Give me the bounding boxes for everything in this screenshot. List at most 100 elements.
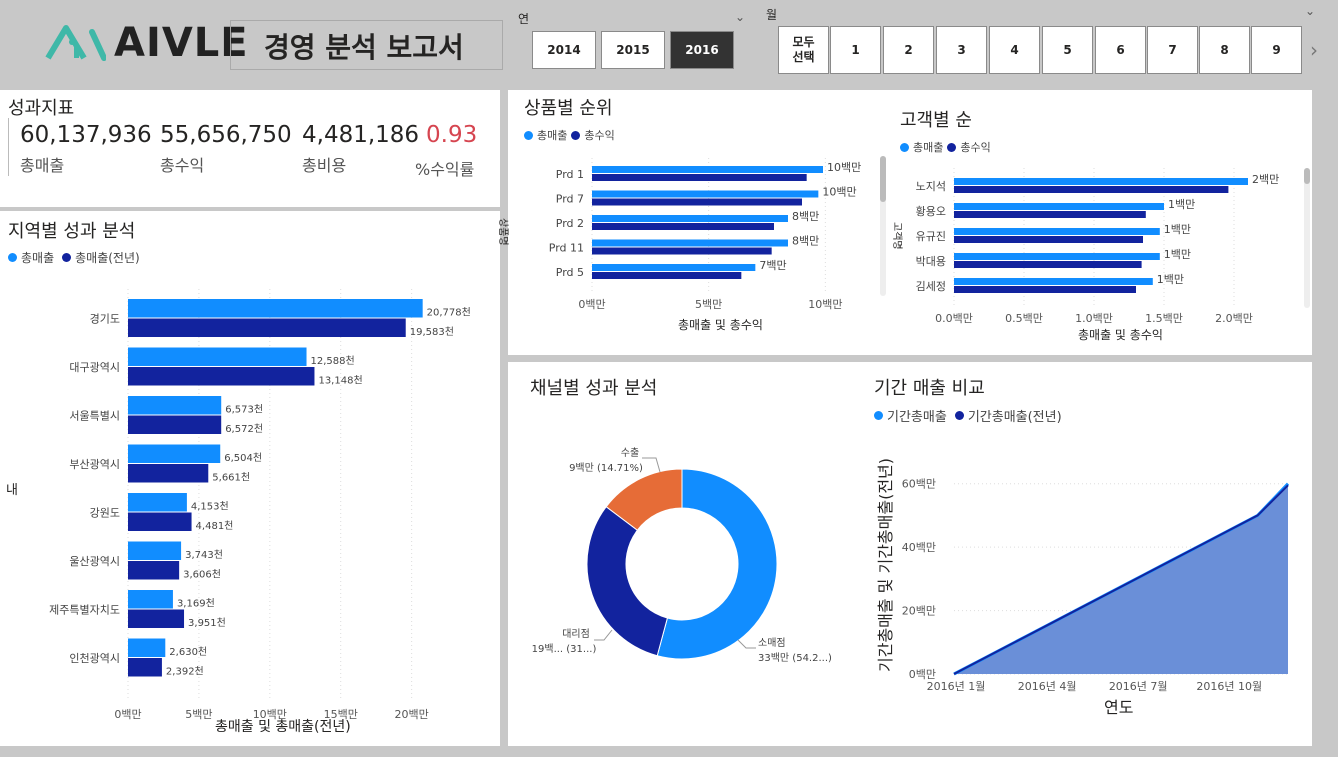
category-label: 노지석: [916, 180, 946, 193]
month-button-1[interactable]: 1: [830, 26, 881, 74]
bar-primary: [592, 239, 788, 247]
customer-legend: 총매출 총수익: [900, 139, 991, 155]
month-button-7[interactable]: 7: [1147, 26, 1198, 74]
data-label: 1백만: [1168, 198, 1195, 211]
category-label: Prd 5: [556, 266, 584, 279]
kpi-divider: [8, 118, 9, 176]
period-legend: 기간총매출 기간총매출(전년): [874, 406, 1062, 425]
data-label: 6,573천: [225, 404, 263, 416]
legend-dot-primary: [8, 253, 17, 262]
kpi-label-profit: 총수익: [160, 156, 205, 175]
series-line-previous: [953, 484, 1289, 675]
category-label: 경기도: [90, 313, 120, 326]
legend-label: 총수익: [960, 141, 991, 154]
month-button-all[interactable]: 모두 선택: [778, 26, 829, 74]
kpi-value-sales: 60,137,936: [20, 122, 152, 148]
data-label: 20,778천: [427, 307, 471, 319]
product-x-axis-label: 총매출 및 총수익: [678, 318, 763, 332]
y-tick-label: 40백만: [902, 541, 936, 554]
year-button-2015[interactable]: 2015: [601, 31, 665, 69]
chevron-right-icon[interactable]: ›: [1310, 38, 1318, 62]
x-tick-label: 0백만: [114, 708, 141, 721]
bar-primary: [954, 228, 1160, 235]
bar-primary: [128, 541, 182, 560]
bar-primary: [128, 638, 166, 657]
bar-primary: [592, 190, 819, 198]
data-label: 4,153천: [191, 501, 229, 513]
bar-primary: [954, 203, 1164, 210]
legend-label: 총매출(전년): [75, 251, 140, 265]
data-label: 12,588천: [311, 355, 355, 367]
month-button-6[interactable]: 6: [1095, 26, 1146, 74]
year-button-2014[interactable]: 2014: [532, 31, 596, 69]
category-label: 강원도: [90, 507, 120, 520]
legend-dot-secondary: [571, 130, 581, 140]
period-title: 기간 매출 비교: [874, 378, 985, 399]
bar-secondary: [954, 286, 1136, 293]
product-title: 상품별 순위: [524, 98, 613, 119]
area-fill: [954, 483, 1288, 674]
channel-title: 채널별 성과 분석: [530, 378, 658, 399]
kpi-value-margin: 0.93: [426, 122, 478, 148]
chevron-down-icon[interactable]: ⌄: [1305, 4, 1316, 18]
x-tick-label: 0.5백만: [1005, 312, 1043, 325]
month-button-9[interactable]: 9: [1251, 26, 1302, 74]
header-bar: AIVLE 경영 분석 보고서 연 ⌄ 2014 2015 2016 월 ⌄ 모…: [0, 0, 1338, 90]
bar-primary: [128, 396, 222, 415]
bar-secondary: [128, 561, 180, 580]
product-legend: 총매출 총수익: [524, 127, 615, 143]
category-label: 황용오: [916, 205, 946, 218]
bar-secondary: [592, 174, 807, 181]
legend-label: 총수익: [584, 129, 615, 142]
month-button-8[interactable]: 8: [1199, 26, 1250, 74]
month-button-3[interactable]: 3: [936, 26, 987, 74]
bar-primary: [592, 166, 823, 173]
slice-name-label: 수출: [621, 447, 639, 459]
x-tick-label: 15백만: [324, 708, 358, 721]
y-tick-label: 20백만: [902, 605, 936, 618]
category-label: Prd 1: [556, 168, 584, 181]
donut-slice: [586, 506, 669, 657]
leader-line: [594, 629, 613, 641]
bar-primary: [592, 264, 756, 271]
bar-primary: [128, 347, 307, 366]
chevron-down-icon[interactable]: ⌄: [735, 10, 746, 24]
data-label: 6,572천: [225, 423, 263, 435]
data-label: 8백만: [792, 210, 819, 223]
legend-dot-secondary: [947, 142, 957, 152]
year-button-2016[interactable]: 2016: [670, 31, 734, 69]
bar-primary: [592, 215, 788, 222]
data-label: 19,583천: [410, 326, 454, 338]
month-slicer-label: 월: [766, 8, 778, 22]
data-label: 2백만: [1252, 173, 1279, 186]
x-tick-label: 5백만: [185, 708, 212, 721]
customer-scrollbar[interactable]: [1304, 168, 1310, 308]
channel-panel: 채널별 성과 분석 수출 9백만 (14.71%) 소매점 33백만 (54.2...…: [508, 362, 858, 746]
kpi-panel: 성과지표 60,137,936 총매출 55,656,750 총수익 4,481…: [0, 90, 500, 207]
data-label: 2,630천: [169, 646, 207, 658]
report-title-box: [230, 20, 503, 70]
month-button-2[interactable]: 2: [883, 26, 934, 74]
data-label: 4,481천: [196, 520, 234, 532]
month-button-4[interactable]: 4: [989, 26, 1040, 74]
legend-dot-primary: [874, 411, 883, 420]
x-tick-label: 20백만: [395, 708, 429, 721]
category-label: 울산광역시: [69, 555, 120, 568]
legend-label: 총매출: [537, 129, 568, 142]
bar-secondary: [128, 658, 162, 677]
category-label: 제주특별자치도: [49, 604, 120, 617]
bar-primary: [128, 299, 423, 318]
x-tick-label: 2016년 10월: [1196, 680, 1262, 693]
data-label: 3,951천: [188, 617, 226, 629]
month-button-5[interactable]: 5: [1042, 26, 1093, 74]
x-tick-label: 5백만: [695, 298, 722, 311]
data-label: 3,169천: [177, 598, 215, 610]
period-panel: 기간 매출 비교 기간총매출 기간총매출(전년) 기간총매출 및 기간총매출(전…: [858, 362, 1312, 746]
x-tick-label: 10백만: [253, 708, 287, 721]
product-scrollbar[interactable]: [880, 156, 886, 296]
region-title: 지역별 성과 분석: [8, 221, 136, 242]
customer-bar-chart: 0.0백만 0.5백만 1.0백만 1.5백만 2.0백만노지석2백만황용오1백만유규진…: [916, 168, 1279, 325]
legend-dot-secondary: [62, 253, 72, 262]
region-bar-chart: 0백만 5백만 10백만 15백만 20백만 경기도 20,778천 19,583천대구광역시…: [49, 289, 471, 721]
slice-name-label: 소매점: [758, 637, 786, 649]
